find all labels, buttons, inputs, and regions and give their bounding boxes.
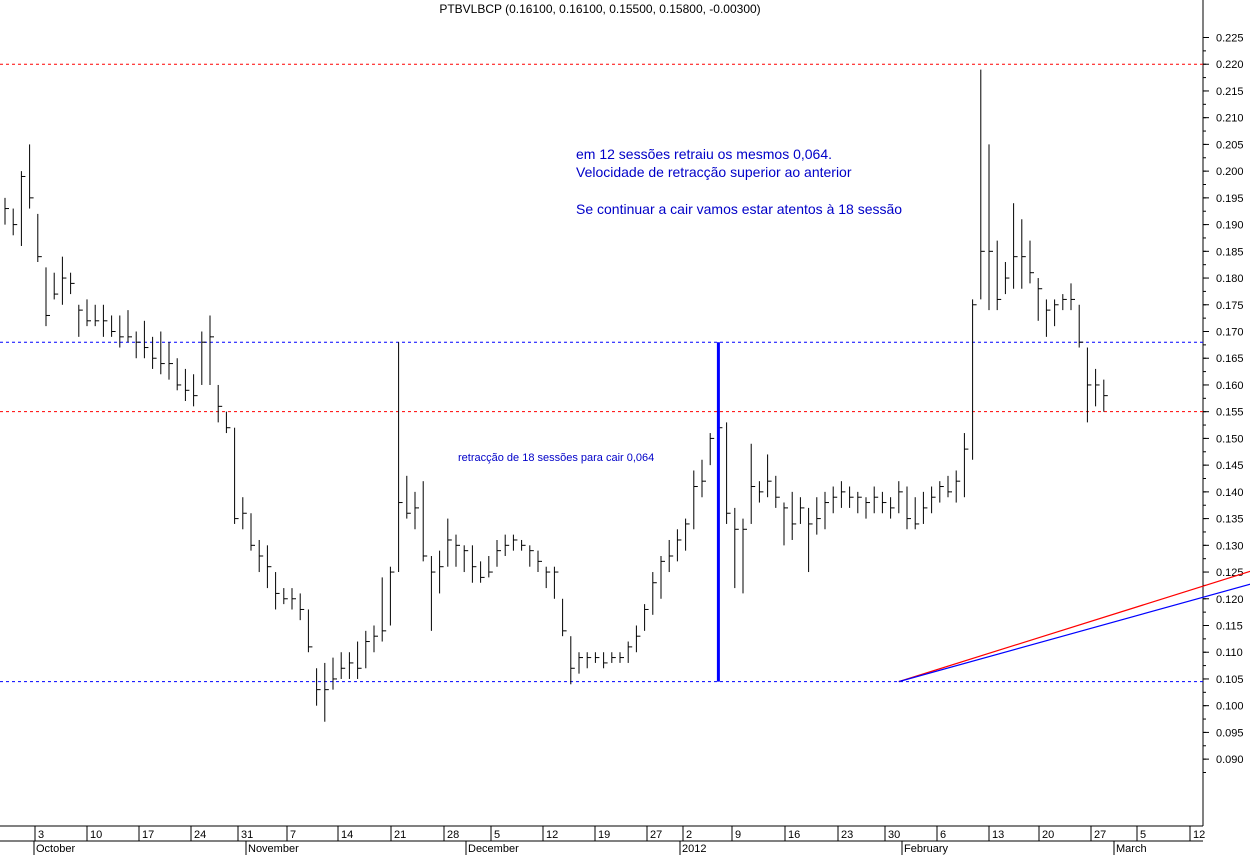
trendline-red xyxy=(898,570,1250,683)
annotation-line3: Se continuar a cair vamos estar atentos … xyxy=(576,201,903,217)
y-tick-label: 0.115 xyxy=(1216,621,1243,633)
x-day-label: 19 xyxy=(598,829,610,841)
x-day-label: 30 xyxy=(888,829,900,841)
x-day-label: 2 xyxy=(686,829,692,841)
x-day-label: 20 xyxy=(1042,829,1054,841)
y-tick-label: 0.180 xyxy=(1216,273,1244,285)
x-day-label: 16 xyxy=(788,829,800,841)
y-tick-label: 0.210 xyxy=(1216,113,1244,125)
y-tick-label: 0.095 xyxy=(1216,727,1244,739)
y-tick-label: 0.105 xyxy=(1216,674,1244,686)
y-tick-label: 0.090 xyxy=(1216,754,1244,766)
y-tick-label: 0.135 xyxy=(1216,514,1244,526)
y-tick-label: 0.175 xyxy=(1216,300,1244,312)
x-month-label: December xyxy=(468,843,519,855)
x-day-label: 5 xyxy=(494,829,500,841)
y-tick-label: 0.160 xyxy=(1216,380,1244,392)
x-day-label: 5 xyxy=(1140,829,1146,841)
x-day-label: 10 xyxy=(90,829,102,841)
x-day-label: 27 xyxy=(1094,829,1106,841)
annotation-line2: Velocidade de retracção superior ao ante… xyxy=(576,164,852,180)
y-tick-label: 0.130 xyxy=(1216,540,1244,552)
x-day-label: 17 xyxy=(142,829,154,841)
y-tick-label: 0.225 xyxy=(1216,33,1244,45)
y-tick-label: 0.150 xyxy=(1216,433,1244,445)
x-day-label: 14 xyxy=(341,829,353,841)
y-tick-label: 0.170 xyxy=(1216,327,1244,339)
annotation-line1: em 12 sessões retraiu os mesmos 0,064. xyxy=(576,146,833,162)
x-month-label: November xyxy=(248,843,299,855)
x-day-label: 31 xyxy=(241,829,253,841)
x-day-label: 13 xyxy=(992,829,1004,841)
y-tick-label: 0.140 xyxy=(1216,487,1244,499)
y-tick-label: 0.220 xyxy=(1216,59,1244,71)
y-tick-label: 0.195 xyxy=(1216,193,1244,205)
y-tick-label: 0.100 xyxy=(1216,701,1244,713)
x-day-label: 23 xyxy=(841,829,853,841)
chart-title: PTBVLBCP (0.16100, 0.16100, 0.15500, 0.1… xyxy=(439,2,761,16)
annotation-left-note: retracção de 18 sessões para cair 0,064 xyxy=(458,452,655,464)
x-month-label: October xyxy=(36,843,75,855)
trendline-blue xyxy=(898,583,1250,683)
x-day-label: 28 xyxy=(447,829,459,841)
y-tick-label: 0.185 xyxy=(1216,246,1244,258)
y-tick-label: 0.165 xyxy=(1216,353,1244,365)
x-day-label: 12 xyxy=(1193,829,1205,841)
y-tick-label: 0.110 xyxy=(1216,647,1243,659)
y-tick-label: 0.155 xyxy=(1216,407,1244,419)
x-day-label: 27 xyxy=(650,829,662,841)
y-tick-label: 0.120 xyxy=(1216,594,1244,606)
x-day-label: 9 xyxy=(735,829,741,841)
y-tick-label: 0.200 xyxy=(1216,166,1244,178)
y-tick-label: 0.215 xyxy=(1216,86,1244,98)
x-day-label: 7 xyxy=(290,829,296,841)
x-month-label: March xyxy=(1116,843,1147,855)
x-day-label: 12 xyxy=(546,829,558,841)
x-month-label: February xyxy=(904,843,949,855)
x-day-label: 24 xyxy=(194,829,206,841)
y-tick-label: 0.205 xyxy=(1216,139,1244,151)
x-day-label: 3 xyxy=(38,829,44,841)
x-month-label: 2012 xyxy=(682,843,706,855)
x-day-label: 6 xyxy=(940,829,946,841)
x-day-label: 21 xyxy=(394,829,406,841)
y-tick-label: 0.190 xyxy=(1216,220,1244,232)
y-tick-label: 0.145 xyxy=(1216,460,1244,472)
